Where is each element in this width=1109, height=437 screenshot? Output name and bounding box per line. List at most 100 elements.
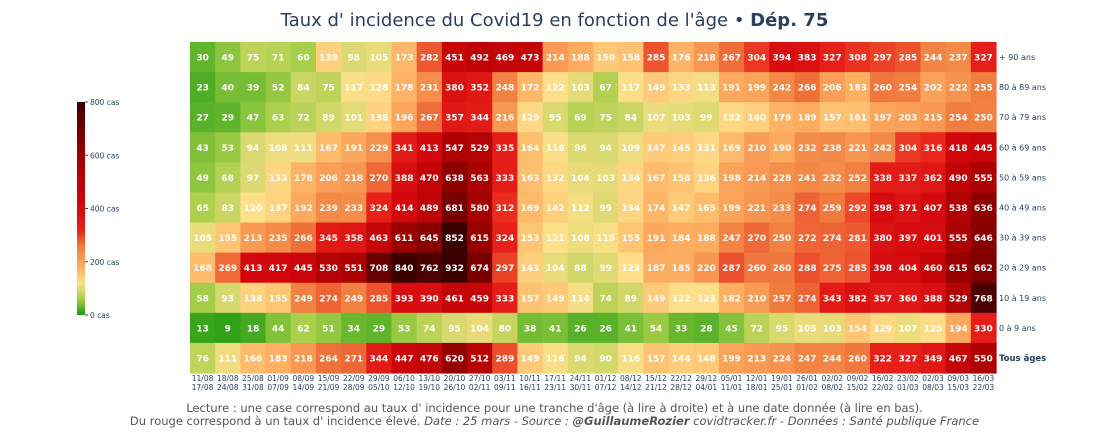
heatmap-cell [290,42,317,73]
cell-value-label: 191 [344,144,363,154]
heatmap-cell [567,132,594,163]
cell-value-label: 388 [924,294,943,304]
heatmap-cell [517,132,544,163]
cell-value-label: 645 [420,234,439,244]
column-label-start: 25/08 [242,374,264,383]
heatmap-cell [668,132,695,163]
heatmap-cell [668,162,695,194]
cell-value-label: 304 [898,144,917,154]
heatmap-cell [819,192,846,224]
cell-value-label: 285 [370,294,389,304]
heatmap-cell [240,162,267,194]
column-label-end: 31/08 [242,383,264,392]
heatmap-cell [542,72,569,103]
heatmap-cell [315,192,342,224]
heatmap-cell [315,42,342,73]
heatmap-cell [492,162,519,194]
cell-value-label: 155 [269,294,288,304]
heatmap-cell [794,162,821,194]
cell-value-label: 255 [974,84,993,94]
heatmap-cell [265,162,292,194]
cell-value-label: 96 [574,144,587,154]
cell-value-label: 72 [750,324,763,334]
heatmap-cell [920,312,947,344]
heatmap-cell [769,282,796,314]
row-label: Tous âges [999,354,1046,364]
cell-value-label: 74 [423,324,436,334]
heatmap-cell [416,222,443,254]
heatmap-cell [467,102,493,133]
cell-value-label: 164 [521,144,540,154]
cell-value-label: 114 [571,294,590,304]
cell-value-label: 492 [470,54,489,64]
cell-value-label: 260 [773,264,792,274]
cell-value-label: 210 [747,294,766,304]
chart-title-separator: • [728,10,751,31]
cell-value-label: 29 [222,114,235,124]
heatmap-cell [744,102,770,133]
heatmap-cell [718,192,745,224]
heatmap-cell [668,102,695,133]
cell-value-label: 138 [244,294,263,304]
heatmap-cell [341,222,367,254]
heatmap-cell [895,192,922,224]
cell-value-label: 388 [395,174,414,184]
cell-value-label: 89 [322,114,335,124]
cell-value-label: 116 [546,144,565,154]
heatmap-cell [492,192,519,224]
cell-value-label: 445 [294,264,313,274]
cell-value-label: 260 [848,354,867,364]
heatmap-cell [190,72,216,103]
heatmap-cell [215,132,241,163]
cell-value-label: 244 [823,354,842,364]
heatmap-cell [567,102,594,133]
heatmap-cell [970,72,997,103]
cell-value-label: 53 [398,324,411,334]
cell-value-label: 238 [823,144,842,154]
row-label: 0 à 9 ans [999,324,1036,333]
cell-value-label: 75 [599,114,612,124]
cell-value-label: 417 [269,264,288,274]
cell-value-label: 167 [319,144,338,154]
cell-value-label: 167 [647,174,666,184]
heatmap-cell [945,342,972,374]
heatmap-cell [315,252,342,284]
heatmap-cell [693,252,720,284]
heatmap-cell [265,102,292,133]
cell-value-label: 547 [445,144,464,154]
cell-value-label: 49 [222,54,235,64]
cell-value-label: 646 [974,234,993,244]
heatmap-cell [769,102,796,133]
heatmap-cell [416,342,443,374]
column-label-end: 05/10 [368,383,390,392]
heatmap-cell [920,132,947,163]
heatmap-cell [391,342,418,374]
heatmap-cell [542,282,569,314]
cell-value-label: 398 [873,204,892,214]
cell-value-label: 473 [521,54,540,64]
heatmap-cell [190,252,216,284]
cell-value-label: 54 [650,324,663,334]
cell-value-label: 489 [420,204,439,214]
cell-value-label: 335 [495,144,514,154]
heatmap-cell [240,42,267,73]
heatmap-cell [593,192,619,224]
colorbar [77,102,85,315]
cell-value-label: 103 [571,84,590,94]
heatmap-cell [744,312,770,344]
heatmap-cell [668,252,695,284]
heatmap-cell [265,72,292,103]
cell-value-label: 194 [949,324,968,334]
cell-value-label: 68 [222,174,235,184]
heatmap-cell [920,72,947,103]
cell-value-label: 218 [294,354,313,364]
cell-value-label: 241 [798,174,817,184]
cell-value-label: 312 [495,204,514,214]
cell-value-label: 228 [773,174,792,184]
cell-value-label: 113 [697,84,716,94]
heatmap-cell [492,222,519,254]
heatmap-cell [190,42,216,73]
heatmap-cell [844,192,871,224]
heatmap-cell [794,42,821,73]
